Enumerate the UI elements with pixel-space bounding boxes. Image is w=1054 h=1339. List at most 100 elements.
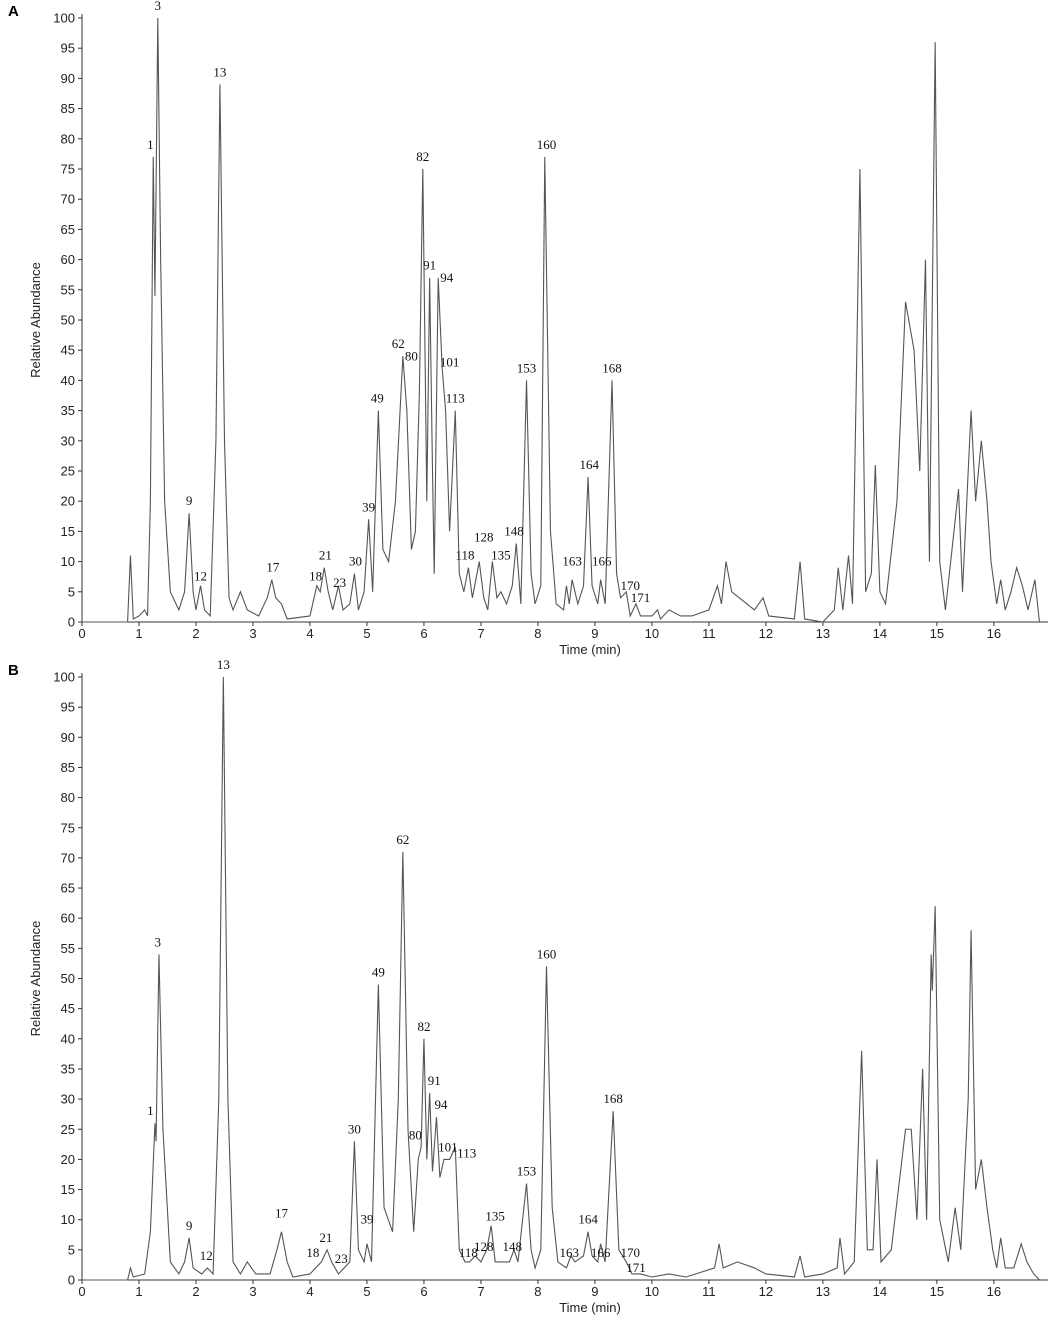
y-tick-label: 55	[61, 282, 75, 297]
x-tick-label: 11	[702, 626, 716, 641]
y-tick-label: 50	[61, 313, 75, 328]
peak-label: 21	[319, 1230, 332, 1245]
y-tick-label: 100	[53, 11, 75, 26]
y-tick-label: 50	[61, 971, 75, 986]
peak-label: 91	[428, 1073, 441, 1088]
peak-label: 23	[335, 1251, 348, 1266]
peak-label: 153	[517, 1163, 537, 1178]
peak-label: 135	[485, 1209, 505, 1224]
y-axis-label: Relative Abundance	[28, 921, 43, 1037]
x-tick-label: 14	[873, 1284, 887, 1299]
y-tick-label: 70	[61, 192, 75, 207]
x-tick-label: 16	[987, 1284, 1001, 1299]
y-tick-label: 75	[61, 820, 75, 835]
x-tick-label: 6	[420, 626, 427, 641]
y-tick-label: 40	[61, 1031, 75, 1046]
peak-label: 3	[155, 0, 162, 13]
peak-label: 18	[309, 569, 322, 584]
x-tick-label: 2	[192, 1284, 199, 1299]
y-tick-label: 30	[61, 433, 75, 448]
peak-label: 166	[591, 1245, 611, 1260]
y-tick-label: 85	[61, 760, 75, 775]
peak-label: 166	[592, 554, 612, 569]
y-tick-label: 100	[53, 670, 75, 685]
x-tick-label: 2	[192, 626, 199, 641]
y-tick-label: 90	[61, 730, 75, 745]
y-tick-label: 25	[61, 464, 75, 479]
y-tick-label: 55	[61, 941, 75, 956]
panel-label: B	[8, 662, 19, 679]
y-tick-label: 80	[61, 790, 75, 805]
y-axis-label: Relative Abundance	[28, 262, 43, 378]
x-tick-label: 5	[363, 1284, 370, 1299]
y-tick-label: 95	[61, 700, 75, 715]
peak-label: 17	[275, 1206, 289, 1221]
y-tick-label: 40	[61, 373, 75, 388]
x-tick-label: 0	[78, 626, 85, 641]
peak-label: 118	[455, 548, 474, 563]
trace	[82, 17, 1040, 623]
peak-label: 170	[621, 1245, 641, 1260]
peak-label: 23	[333, 575, 346, 590]
peak-label: 153	[517, 360, 537, 375]
x-tick-label: 8	[534, 626, 541, 641]
peak-label: 128	[474, 1239, 494, 1254]
peak-label: 160	[537, 946, 557, 961]
x-tick-label: 10	[645, 1284, 659, 1299]
peak-label: 135	[491, 548, 511, 563]
peak-label: 94	[435, 1097, 449, 1112]
peak-label: 12	[200, 1248, 213, 1263]
peak-label: 49	[371, 391, 384, 406]
peak-label: 39	[362, 499, 375, 514]
peak-label: 17	[266, 560, 280, 575]
peak-label: 21	[319, 548, 332, 563]
x-tick-label: 13	[816, 1284, 830, 1299]
peak-label: 9	[186, 1218, 193, 1233]
peak-label: 82	[416, 149, 429, 164]
y-tick-label: 10	[61, 554, 75, 569]
x-tick-label: 12	[759, 626, 773, 641]
peak-label: 148	[504, 523, 524, 538]
y-tick-label: 95	[61, 41, 75, 56]
y-tick-label: 10	[61, 1212, 75, 1227]
peak-label: 163	[560, 1245, 580, 1260]
y-tick-label: 20	[61, 494, 75, 509]
x-tick-label: 14	[873, 626, 887, 641]
y-tick-label: 15	[61, 1182, 75, 1197]
y-tick-label: 15	[61, 524, 75, 539]
peak-label: 80	[405, 348, 418, 363]
peak-label: 113	[446, 391, 465, 406]
y-tick-label: 45	[61, 1001, 75, 1016]
y-tick-label: 70	[61, 850, 75, 865]
x-tick-label: 9	[591, 626, 598, 641]
peak-label: 62	[396, 832, 409, 847]
peak-label: 101	[440, 354, 460, 369]
x-tick-label: 7	[477, 1284, 484, 1299]
x-tick-label: 11	[702, 1284, 716, 1299]
peak-label: 148	[503, 1239, 523, 1254]
y-tick-label: 30	[61, 1092, 75, 1107]
peak-label: 94	[440, 270, 454, 285]
peak-label: 30	[348, 1121, 361, 1136]
x-axis-label: Time (min)	[559, 642, 621, 657]
x-tick-label: 6	[420, 1284, 427, 1299]
x-tick-label: 1	[135, 626, 142, 641]
panel-label: A	[8, 3, 19, 20]
y-tick-label: 60	[61, 911, 75, 926]
peak-label: 12	[194, 569, 207, 584]
y-tick-label: 65	[61, 881, 75, 896]
peak-label: 118	[459, 1245, 478, 1260]
peak-label: 91	[423, 258, 436, 273]
peak-label: 18	[306, 1245, 319, 1260]
peak-label: 171	[631, 590, 651, 605]
y-tick-label: 0	[68, 1273, 75, 1288]
peak-label: 164	[579, 457, 599, 472]
x-tick-label: 3	[249, 1284, 256, 1299]
peak-label: 49	[372, 965, 385, 980]
x-tick-label: 13	[816, 626, 830, 641]
y-tick-label: 0	[68, 615, 75, 630]
peak-label: 164	[578, 1212, 598, 1227]
y-tick-label: 60	[61, 252, 75, 267]
y-tick-label: 5	[68, 1242, 75, 1257]
peak-label: 9	[186, 493, 193, 508]
